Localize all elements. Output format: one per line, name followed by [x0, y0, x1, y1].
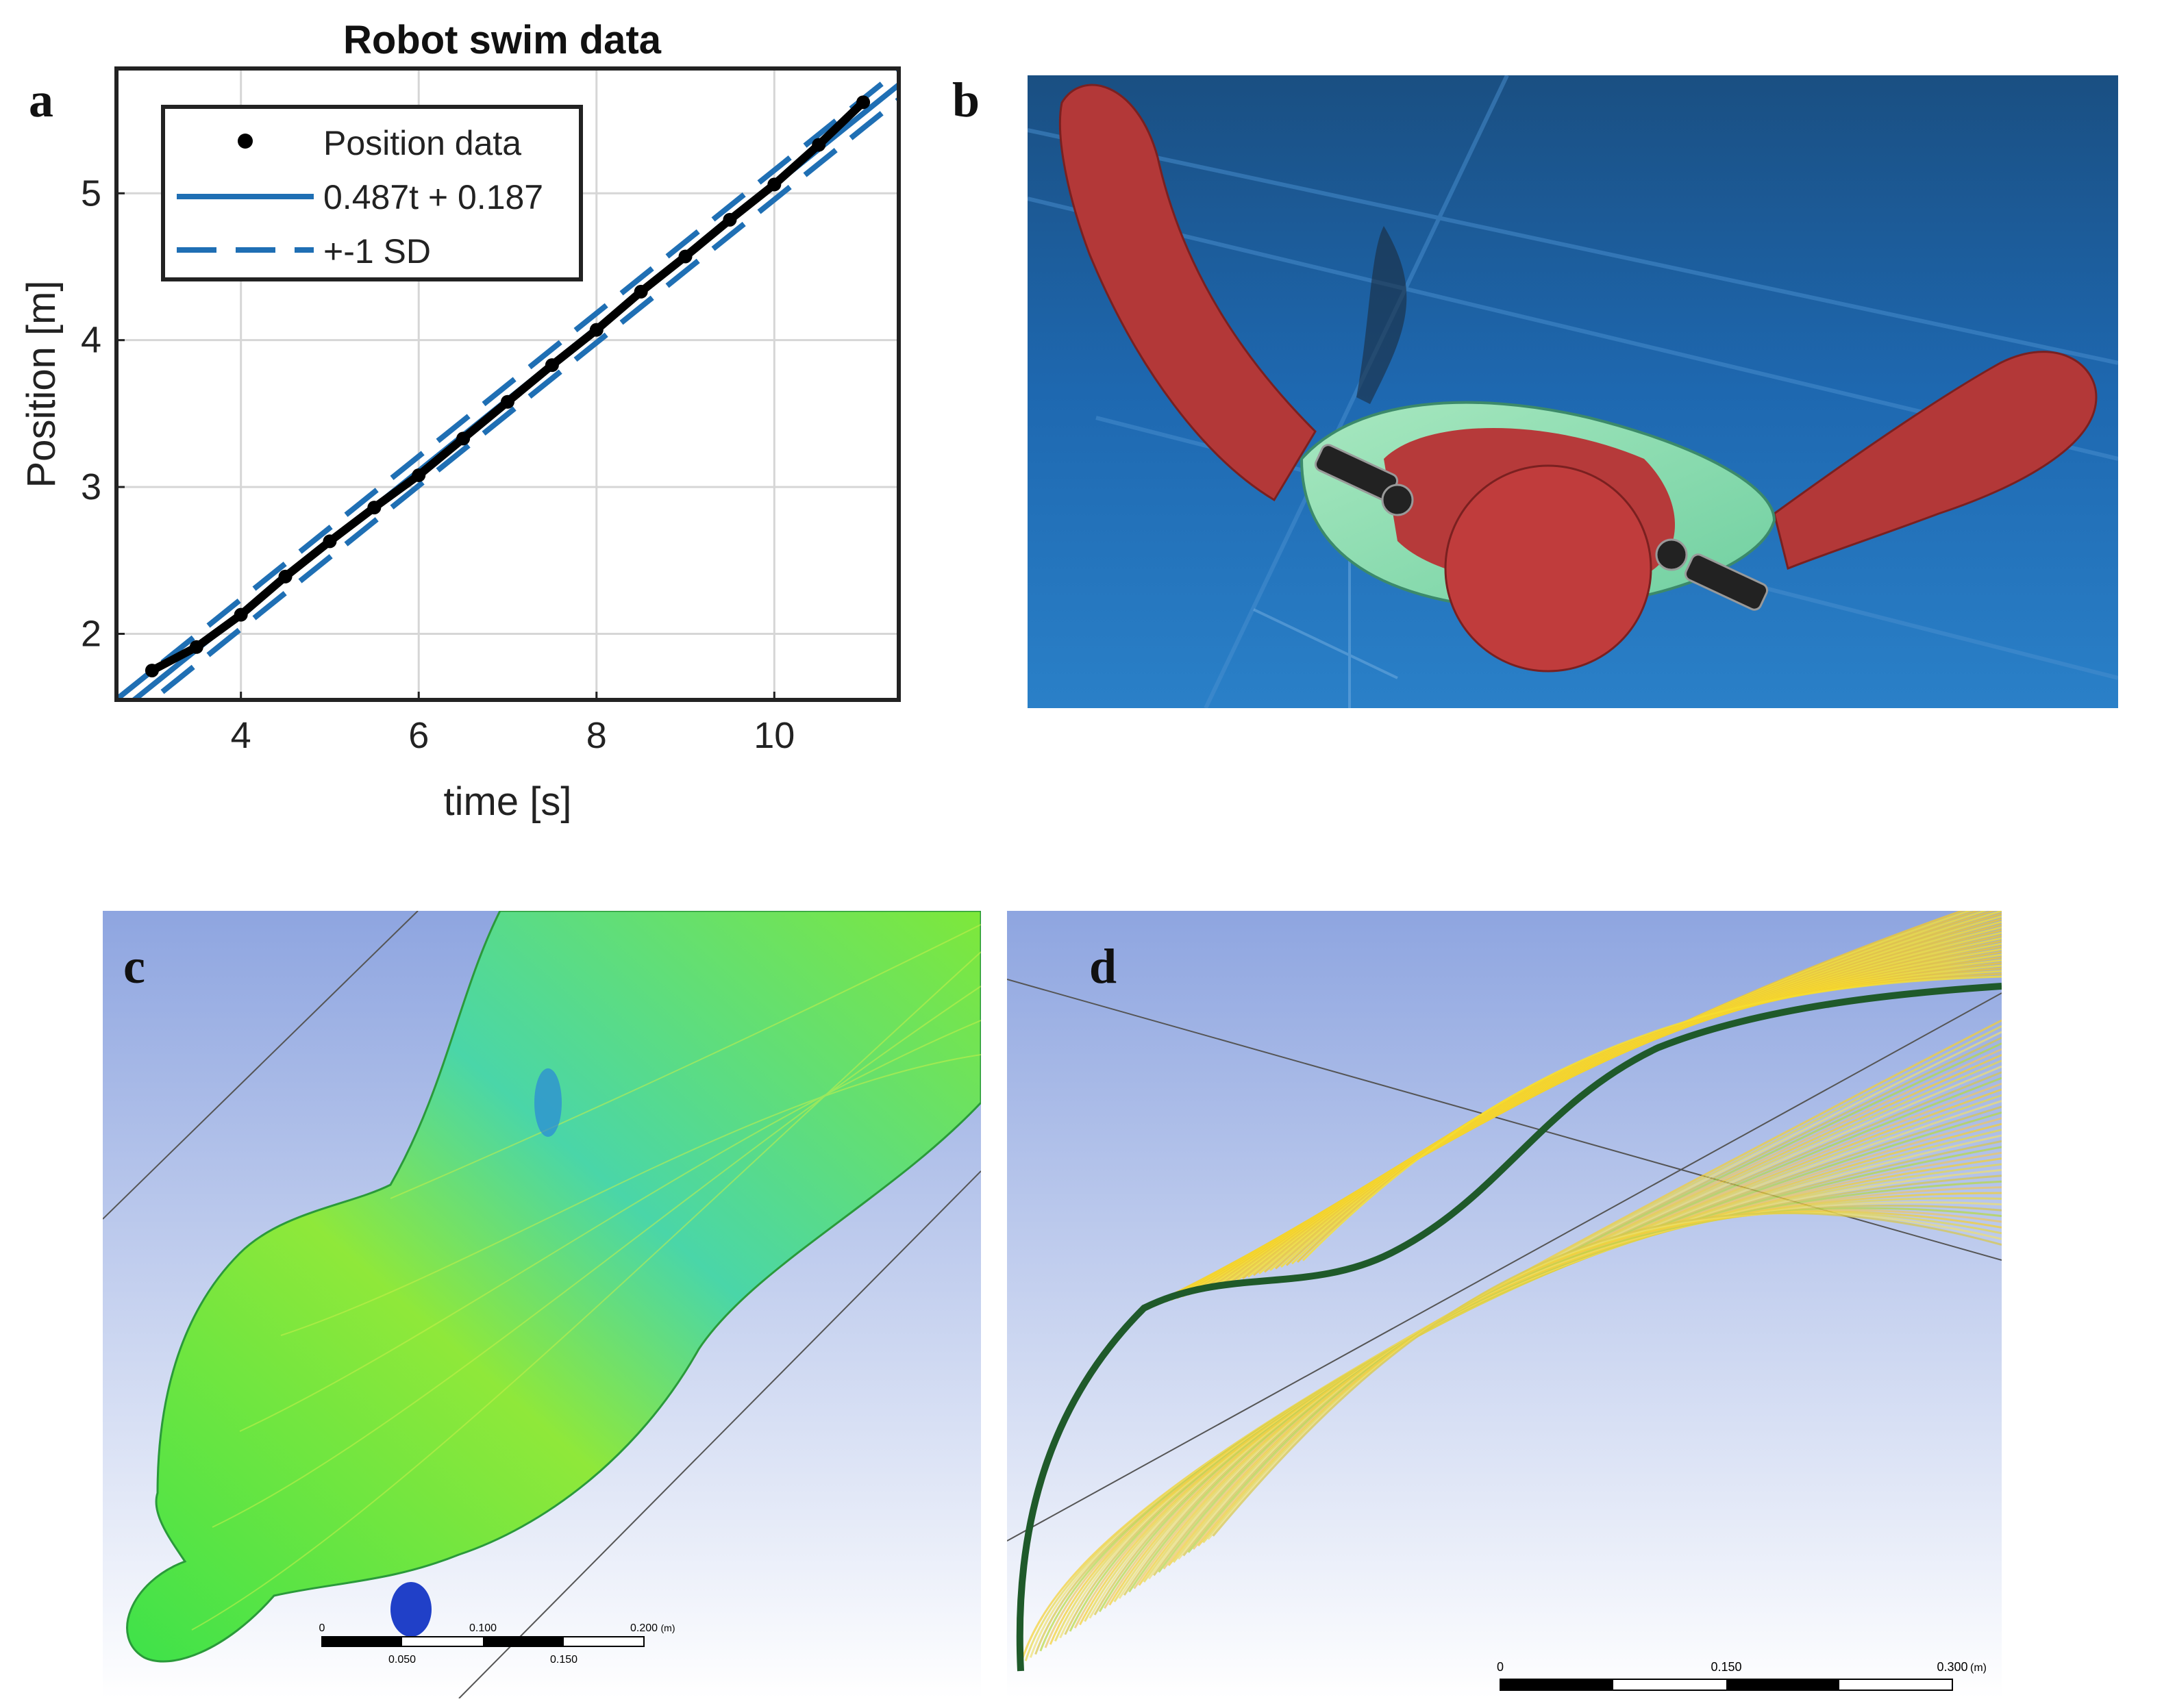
y-tick-label: 3 — [81, 466, 101, 507]
data-point — [234, 607, 248, 622]
scale-c-unit: (m) — [661, 1622, 675, 1633]
chart-svg: Robot swim data 4 6 8 10 2 3 4 5 time [s] Posit… — [19, 18, 901, 824]
cfd-body-streamlines: 0 0.100 0.200 (m) 0.050 0.150 c — [103, 911, 981, 1698]
data-point — [456, 431, 471, 446]
scale-c-tick-200: 0.200 — [630, 1622, 658, 1634]
data-point — [412, 468, 426, 482]
scale-c-tick-150: 0.150 — [550, 1654, 577, 1666]
data-point — [367, 501, 382, 515]
cfd-body-image: 0 0.100 0.200 (m) 0.050 0.150 — [103, 911, 981, 1698]
scale-d-tick-0: 0 — [1497, 1660, 1504, 1674]
streamline — [1212, 1212, 2002, 1537]
robot-photo-image — [1028, 75, 2118, 708]
scale-d-tick-300: 0.300 — [1937, 1660, 1967, 1674]
scale-d-tick-150: 0.150 — [1711, 1660, 1741, 1674]
panel-label-a: a — [29, 73, 53, 127]
plot-frame — [114, 66, 901, 702]
data-point — [678, 249, 693, 264]
scale-d-unit: (m) — [1970, 1662, 1987, 1674]
data-point — [545, 358, 559, 373]
cfd-fin-streamlines: 0 0.150 0.300 (m) d — [1007, 911, 2002, 1698]
scale-bar-d: 0 0.150 0.300 (m) — [1497, 1660, 1987, 1691]
legend-label-position-data: Position data — [323, 124, 521, 162]
scale-bar-c: 0 0.100 0.200 (m) 0.050 0.150 — [319, 1622, 675, 1666]
data-point — [145, 664, 159, 678]
data-point — [589, 323, 604, 337]
panel-label-c: c — [123, 939, 145, 994]
legend: Position data 0.487t + 0.187 +-1 SD — [161, 105, 583, 281]
legend-marker-position-data — [238, 134, 253, 149]
legend-label-fit: 0.487t + 0.187 — [323, 178, 543, 216]
legend-label-sd: +-1 SD — [323, 232, 431, 271]
legend-box — [161, 105, 583, 281]
underwater-robot-photo — [1028, 75, 2118, 708]
swim-data-chart: Robot swim data 4 6 8 10 2 3 4 5 time [s] Posit… — [0, 0, 918, 842]
streamline — [1302, 975, 2002, 1261]
data-point — [856, 95, 871, 110]
data-points — [145, 95, 871, 678]
data-point — [189, 640, 203, 654]
x-tick-label: 4 — [231, 715, 251, 756]
data-point — [323, 534, 337, 549]
sd-lower-line — [148, 97, 899, 700]
scale-c-tick-100: 0.100 — [469, 1622, 497, 1634]
panel-label-b: b — [952, 73, 980, 127]
y-tick-label: 2 — [81, 614, 101, 655]
data-point — [812, 138, 826, 152]
x-tick-label: 6 — [408, 715, 429, 756]
cfd-fin-image: 0 0.150 0.300 (m) — [1007, 911, 2002, 1698]
tick-labels: 4 6 8 10 2 3 4 5 — [81, 173, 795, 756]
data-point — [767, 177, 782, 192]
y-tick-label: 5 — [81, 173, 101, 214]
x-tick-label: 8 — [586, 715, 607, 756]
data-point — [278, 569, 293, 583]
x-axis-label: time [s] — [444, 779, 572, 824]
chart-title: Robot swim data — [343, 18, 662, 62]
data-point — [501, 394, 514, 409]
sd-upper-line — [116, 68, 899, 700]
y-tick-label: 4 — [81, 320, 101, 361]
panel-label-d: d — [1089, 939, 1117, 994]
x-tick-label: 10 — [754, 715, 795, 756]
scale-c-tick-0: 0 — [319, 1622, 325, 1634]
data-point — [723, 212, 737, 227]
y-axis-label: Position [m] — [19, 281, 64, 488]
scale-c-tick-050: 0.050 — [388, 1654, 416, 1666]
data-point — [634, 284, 648, 299]
